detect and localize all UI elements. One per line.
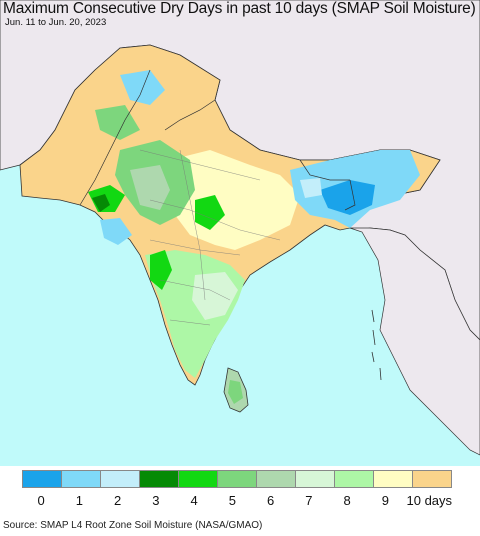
legend-swatch-1: [62, 471, 101, 487]
state-borders: [139, 149, 281, 326]
zone-0-days-northeast: [320, 180, 375, 215]
zone-1-day-himalaya: [120, 70, 165, 105]
legend-label-2: 2: [114, 493, 122, 508]
zone-3-days: [92, 194, 110, 212]
legend-swatch-8: [335, 471, 374, 487]
country-borders: [79, 69, 356, 211]
legend-label-0: 0: [37, 493, 45, 508]
zone-2-days-northeast: [300, 178, 322, 198]
legend-label-8: 8: [343, 493, 351, 508]
legend-swatch-10: [413, 471, 451, 487]
zone-4-days-central: [195, 195, 225, 230]
dry-days-map: [0, 0, 480, 466]
zone-1-day-gujarat: [100, 218, 132, 245]
legend-labels: 0 1 2 3 4 5 6 7 8 9 10 days: [22, 493, 453, 511]
legend-label-10: 10 days: [406, 493, 453, 508]
legend-swatch-4: [179, 471, 218, 487]
legend-label-7: 7: [305, 493, 313, 508]
legend-label-9: 9: [381, 493, 389, 508]
legend-swatch-5: [218, 471, 257, 487]
legend-label-6: 6: [267, 493, 275, 508]
legend-swatch-0: [23, 471, 62, 487]
legend-swatch-7: [296, 471, 335, 487]
zone-6-days: [130, 165, 170, 210]
legend-label-3: 3: [152, 493, 160, 508]
land-southeast-asia: [349, 227, 480, 456]
map-title: Maximum Consecutive Dry Days in past 10 …: [3, 0, 476, 17]
source-credit: Source: SMAP L4 Root Zone Soil Moisture …: [3, 520, 263, 531]
date-range: Jun. 11 to Jun. 20, 2023: [5, 17, 107, 28]
legend-label-1: 1: [75, 493, 83, 508]
legend-swatch-2: [101, 471, 140, 487]
zone-4-days-south: [150, 250, 172, 290]
color-legend: [22, 470, 452, 488]
andaman-islands: [371, 309, 382, 381]
legend-swatch-9: [374, 471, 413, 487]
legend-swatch-6: [257, 471, 296, 487]
sri-lanka-dry-zone: [228, 380, 243, 404]
legend-label-4: 4: [190, 493, 198, 508]
legend-label-5: 5: [228, 493, 236, 508]
legend-swatch-3: [140, 471, 179, 487]
zone-9-days: [165, 150, 300, 250]
